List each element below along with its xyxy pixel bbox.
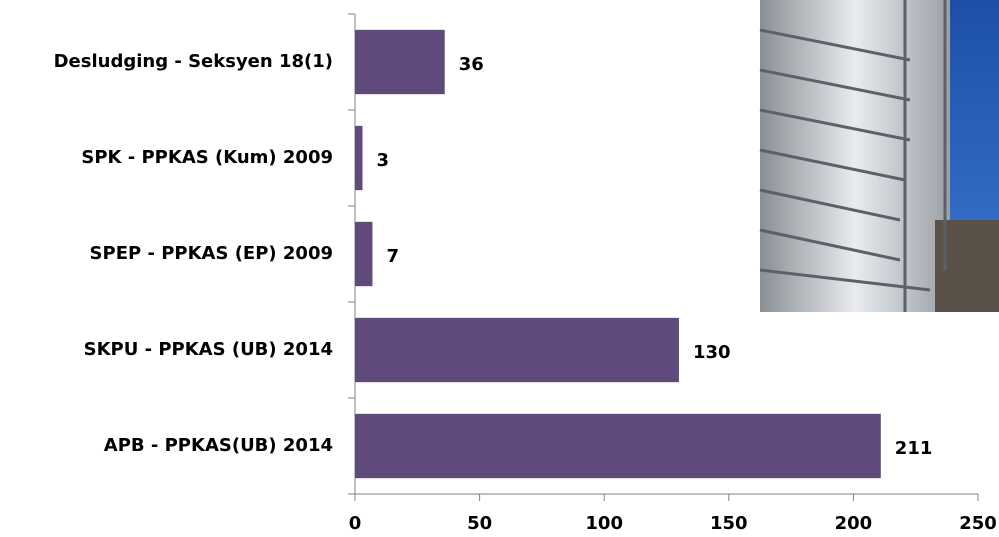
y-tick-label: SPEP - PPKAS (EP) 2009 <box>90 243 333 264</box>
y-tick-label: Desludging - Seksyen 18(1) <box>54 51 333 72</box>
bar <box>355 221 373 287</box>
y-tick-label: SKPU - PPKAS (UB) 2014 <box>84 339 333 360</box>
x-tick-label: 200 <box>835 513 873 534</box>
x-tick-label: 150 <box>710 513 748 534</box>
y-tick-label: APB - PPKAS(UB) 2014 <box>104 435 333 456</box>
category-ticks <box>348 13 355 495</box>
data-label: 36 <box>459 54 484 75</box>
data-label: 7 <box>386 246 399 267</box>
photo <box>759 0 999 312</box>
data-label: 211 <box>895 438 933 459</box>
x-tick-label: 50 <box>467 513 492 534</box>
bar <box>355 413 881 479</box>
x-tick-label: 0 <box>349 513 362 534</box>
data-label: 3 <box>376 150 389 171</box>
x-tick-label: 250 <box>959 513 997 534</box>
x-tick-label: 100 <box>585 513 623 534</box>
bar <box>355 317 679 383</box>
bar <box>355 29 445 95</box>
bar <box>355 125 363 191</box>
data-label: 130 <box>693 342 731 363</box>
y-tick-label: SPK - PPKAS (Kum) 2009 <box>81 147 333 168</box>
